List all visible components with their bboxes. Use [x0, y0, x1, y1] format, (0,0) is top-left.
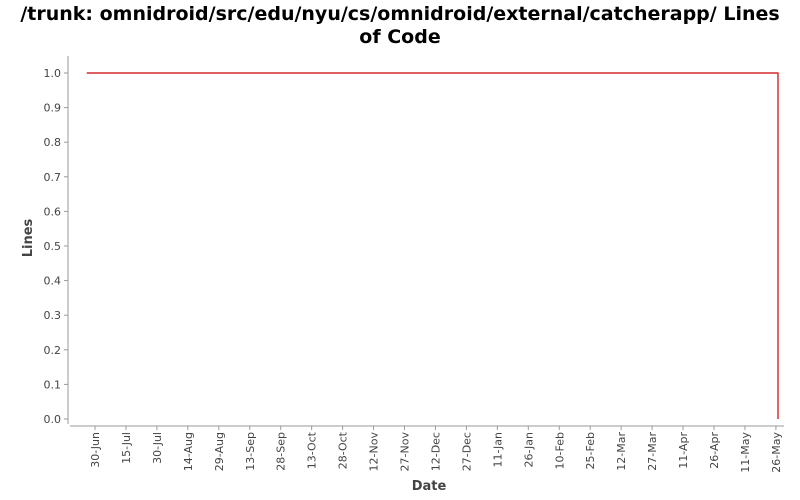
y-tick-label: 0.7	[44, 171, 62, 184]
x-tick-label: 30-Jul	[151, 432, 164, 464]
y-tick-label: 0.2	[44, 344, 62, 357]
x-tick-label: 12-Mar	[615, 432, 628, 471]
x-tick-label: 27-Mar	[646, 432, 659, 471]
y-axis-ticks: 0.0 0.1 0.2 0.3 0.4 0.5 0.6 0.7 0.8 0.9 1.0	[44, 67, 68, 426]
x-tick-label: 26-Apr	[708, 432, 721, 469]
y-tick-label: 0.0	[44, 413, 62, 426]
series-line-0	[86, 72, 779, 419]
x-tick-label: 25-Feb	[584, 432, 597, 469]
x-tick-label: 26-May	[770, 432, 783, 473]
x-tick-label: 27-Nov	[399, 432, 412, 472]
plot-area	[70, 56, 784, 424]
y-tick-label: 0.4	[44, 275, 62, 288]
x-tick-label: 14-Aug	[182, 432, 195, 471]
x-tick-label: 15-Jul	[120, 432, 133, 464]
y-tick-label: 1.0	[44, 67, 62, 80]
x-tick-label: 28-Sep	[275, 432, 288, 471]
x-tick-label: 10-Feb	[553, 432, 566, 469]
y-axis-label: Lines	[21, 218, 36, 257]
x-tick-label: 12-Nov	[368, 432, 381, 472]
y-tick-label: 0.8	[44, 136, 62, 149]
x-tick-label: 13-Oct	[306, 431, 319, 469]
x-tick-label: 26-Jan	[522, 432, 535, 468]
x-axis-ticks: 30-Jun 15-Jul 30-Jul 14-Aug 29-Aug 13-Sep 28-S…	[89, 426, 783, 473]
y-tick-label: 0.5	[44, 240, 62, 253]
y-tick-label: 0.1	[44, 378, 62, 391]
x-tick-label: 11-May	[739, 432, 752, 473]
series-layer	[86, 72, 779, 419]
x-tick-label: 12-Dec	[429, 432, 442, 471]
chart-title-line-1: /trunk: omnidroid/src/edu/nyu/cs/omnidro…	[20, 3, 779, 25]
x-tick-label: 11-Apr	[677, 432, 690, 469]
y-tick-label: 0.3	[44, 309, 62, 322]
x-tick-label: 27-Dec	[460, 432, 473, 471]
chart-title-line-2: of Code	[359, 26, 440, 48]
y-tick-label: 0.9	[44, 102, 62, 115]
x-axis-label: Date	[412, 479, 447, 494]
y-tick-label: 0.6	[44, 205, 62, 218]
x-tick-label: 28-Oct	[337, 431, 350, 469]
x-tick-label: 30-Jun	[89, 432, 102, 468]
x-tick-label: 11-Jan	[491, 432, 504, 468]
x-tick-label: 29-Aug	[213, 432, 226, 471]
x-tick-label: 13-Sep	[244, 432, 257, 471]
